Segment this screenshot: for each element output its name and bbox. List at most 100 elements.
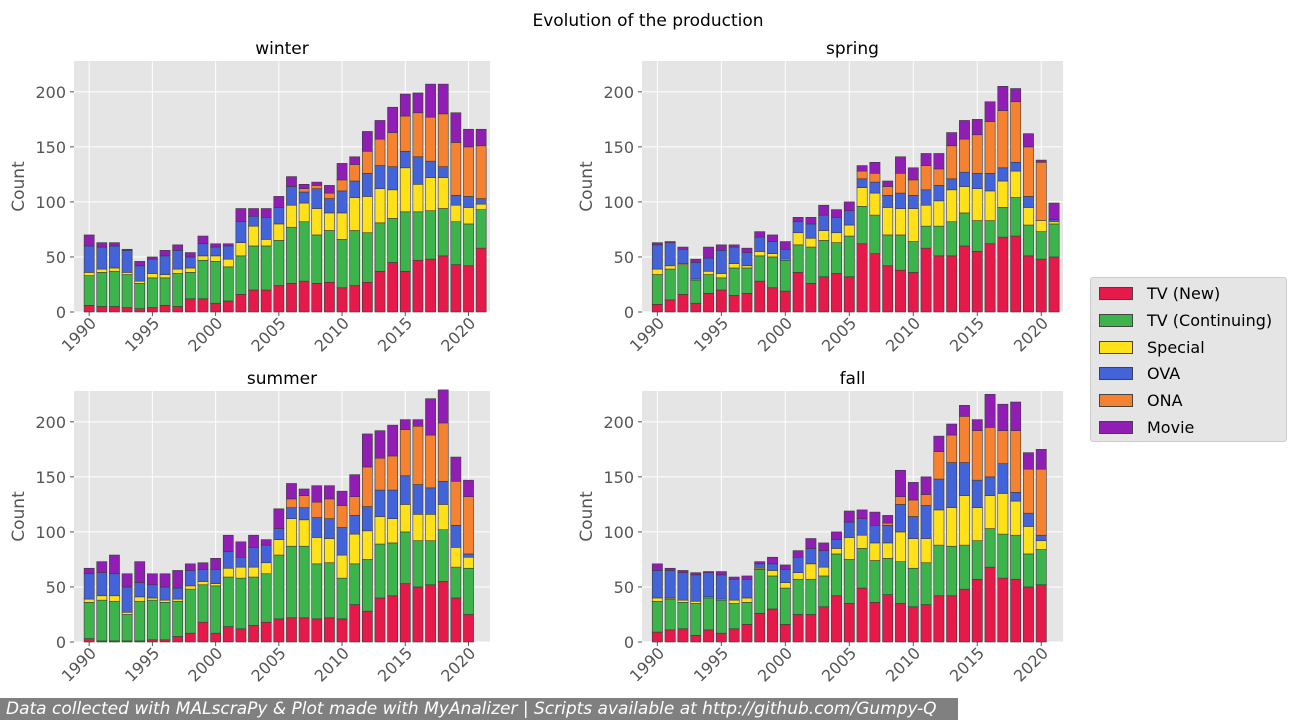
bar-segment (463, 265, 474, 313)
bar-segment (754, 563, 766, 569)
bar-segment (210, 243, 221, 248)
bar-segment (387, 518, 398, 544)
bar-segment (895, 469, 906, 497)
bar-segment (134, 582, 146, 598)
bar-segment (134, 561, 146, 583)
bar-segment (920, 562, 932, 605)
bar-segment (895, 172, 906, 194)
bar-segment (818, 230, 830, 241)
legend-label: Movie (1147, 417, 1195, 437)
bar-segment (1048, 221, 1060, 225)
bar-segment (882, 207, 894, 236)
bar-segment (779, 569, 791, 583)
bar-segment (703, 246, 714, 259)
bar-segment (450, 221, 462, 265)
bar-segment (741, 575, 753, 580)
bar-segment (728, 599, 740, 604)
bar-segment (971, 220, 983, 252)
bar-segment (425, 210, 436, 260)
bar-segment (83, 638, 95, 643)
figure-title: Evolution of the production (532, 11, 764, 31)
bar-segment (715, 574, 727, 600)
bar-segment (1035, 534, 1047, 542)
x-tick-label: 1995 (690, 313, 732, 355)
bar-segment (349, 164, 361, 182)
bar-segment (882, 195, 894, 208)
bar-segment (109, 595, 120, 602)
bar-segment (754, 231, 766, 238)
bar-segment (971, 134, 983, 174)
bar-segment (210, 246, 221, 257)
bar-segment (147, 307, 158, 313)
y-axis-label: Count (577, 161, 597, 212)
bar-segment (728, 267, 740, 296)
bar-segment (869, 511, 881, 526)
subplot-title: winter (255, 39, 309, 59)
bar-segment (273, 528, 285, 540)
bar-segment (387, 455, 398, 491)
bar-segment (273, 285, 285, 313)
bar-segment (286, 176, 297, 187)
bar-segment (677, 294, 689, 313)
bar-segment (349, 230, 361, 286)
y-tick-label: 200 (603, 83, 634, 102)
bar-segment (754, 569, 766, 614)
bar-segment (134, 280, 146, 284)
bar-segment (324, 230, 335, 283)
bar-segment (895, 192, 906, 209)
bar-segment (831, 217, 842, 234)
bar-segment (856, 178, 868, 188)
bar-segment (147, 256, 158, 260)
bar-segment (1035, 449, 1047, 470)
bar-segment (651, 268, 663, 275)
bar-segment (651, 242, 663, 246)
bar-segment (703, 572, 714, 598)
bar-segment (741, 267, 753, 294)
legend-item-ova: OVA (1099, 362, 1180, 384)
legend-label: Special (1147, 337, 1205, 357)
bar-segment (933, 168, 945, 186)
bar-segment (172, 587, 184, 600)
bar-segment (882, 180, 894, 187)
bar-segment (831, 553, 842, 597)
bar-segment (374, 120, 386, 140)
bar-segment (1023, 255, 1034, 313)
x-tick-label: 2015 (946, 313, 988, 355)
bar-segment (147, 599, 158, 641)
bar-segment (248, 215, 259, 227)
bar-segment (463, 207, 474, 225)
bar-segment (767, 241, 778, 254)
x-tick-label: 2020 (437, 643, 479, 685)
bar-segment (159, 255, 171, 275)
bar-segment (437, 177, 449, 209)
bar-segment (260, 239, 272, 247)
bar-segment (920, 165, 932, 191)
bar-segment (767, 256, 778, 289)
bar-segment (1010, 578, 1022, 643)
bar-segment (437, 166, 449, 178)
bar-segment (121, 248, 133, 251)
bar-segment (412, 92, 424, 114)
bar-segment (664, 241, 676, 243)
bar-segment (818, 550, 830, 568)
x-tick-label: 2015 (374, 643, 416, 685)
bar-segment (260, 245, 272, 291)
y-tick-label: 50 (614, 578, 634, 597)
legend-item-special: Special (1099, 336, 1205, 358)
bar-segment (235, 541, 247, 558)
bar-segment (387, 166, 398, 191)
bar-segment (412, 259, 424, 313)
bar-segment (715, 599, 727, 634)
bar-segment (792, 614, 804, 643)
bar-segment (818, 606, 830, 643)
bar-segment (147, 584, 158, 599)
bar-segment (96, 572, 108, 597)
bar-segment (831, 242, 842, 274)
bar-segment (463, 556, 474, 569)
bar-segment (843, 521, 855, 538)
bar-segment (792, 572, 804, 580)
bar-segment (1010, 500, 1022, 536)
bar-segment (298, 280, 310, 313)
